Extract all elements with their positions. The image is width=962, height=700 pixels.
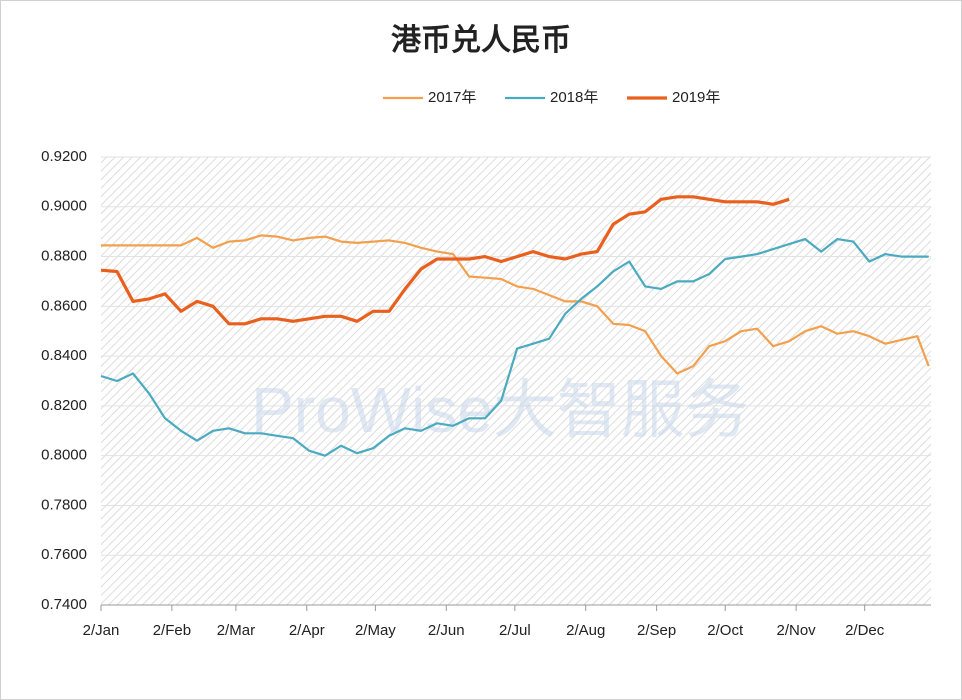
y-tick-label: 0.8200	[41, 397, 87, 414]
x-tick-label: 2/Nov	[777, 622, 817, 639]
y-tick-label: 0.9000	[41, 198, 87, 215]
x-tick-label: 2/Aug	[566, 622, 605, 639]
x-tick-label: 2/Jun	[428, 622, 465, 639]
y-tick-label: 0.9200	[41, 148, 87, 165]
x-tick-label: 2/Jul	[499, 622, 531, 639]
x-tick-label: 2/Apr	[289, 622, 325, 639]
y-tick-label: 0.8400	[41, 347, 87, 364]
chart-title: 港币兑人民币	[391, 24, 571, 57]
watermark: ProWise大智服务	[251, 374, 749, 446]
legend-label: 2018年	[550, 89, 598, 106]
x-tick-label: 2/Mar	[217, 622, 255, 639]
series-line	[101, 234, 930, 375]
y-tick-label: 0.8800	[41, 248, 87, 265]
legend-label: 2017年	[428, 89, 476, 106]
series-line	[100, 238, 929, 457]
y-tick-label: 0.7600	[41, 546, 87, 563]
x-tick-label: 2/May	[355, 622, 396, 639]
x-tick-label: 2/Sep	[637, 622, 676, 639]
x-tick-label: 2/Jan	[83, 622, 120, 639]
y-tick-label: 0.8000	[41, 447, 87, 464]
y-tick-label: 0.7800	[41, 496, 87, 513]
legend-label: 2019年	[672, 89, 720, 106]
series-line	[100, 195, 790, 326]
y-tick-label: 0.8600	[41, 297, 87, 314]
x-tick-label: 2/Feb	[153, 622, 191, 639]
plot-area	[101, 157, 931, 605]
y-tick-label: 0.7400	[41, 596, 87, 613]
x-tick-label: 2/Dec	[845, 622, 885, 639]
x-tick-label: 2/Oct	[707, 622, 744, 639]
